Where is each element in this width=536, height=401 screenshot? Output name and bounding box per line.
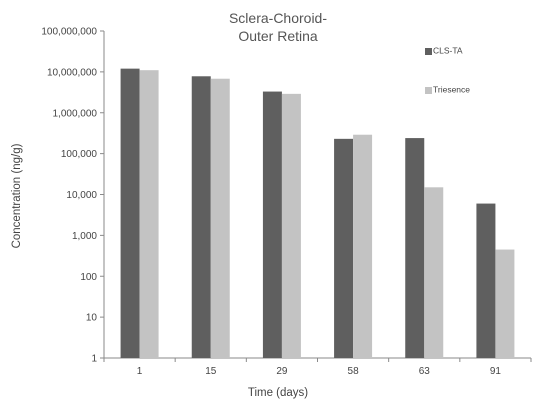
legend-swatch [425, 48, 432, 55]
bar-triesence-day-29 [281, 93, 301, 358]
bar-cls-ta-day-63 [405, 138, 425, 358]
x-tick-label: 15 [205, 366, 217, 377]
y-tick-label: 10,000,000 [47, 67, 97, 78]
bar-triesence-day-91 [495, 249, 515, 358]
bar-triesence-day-58 [353, 134, 373, 358]
y-tick-label: 1,000,000 [53, 108, 98, 119]
bar-triesence-day-63 [424, 187, 444, 358]
bar-group [120, 68, 515, 359]
chart-title-line-1: Sclera-Choroid- [229, 10, 327, 26]
x-tick-label: 1 [137, 366, 143, 377]
bar-cls-ta-day-1 [120, 68, 140, 359]
y-tick-label: 1,000 [72, 231, 97, 242]
legend-label: CLS-TA [433, 46, 463, 56]
y-tick-label: 10,000 [66, 190, 97, 201]
bar-cls-ta-day-58 [334, 138, 354, 358]
y-tick-label: 100 [80, 272, 97, 283]
chart-title-line-2: Outer Retina [238, 28, 318, 44]
legend-swatch [425, 87, 432, 94]
y-tick-label: 10 [86, 313, 98, 324]
legend: CLS-TA Triesence [425, 46, 470, 95]
x-axis: 1 15 29 58 63 91 [103, 357, 532, 377]
x-tick-label: 29 [276, 366, 288, 377]
bar-triesence-day-15 [210, 78, 230, 359]
chart-title: Sclera-Choroid- Outer Retina [229, 10, 327, 44]
bar-triesence-day-1 [139, 70, 159, 358]
bar-cls-ta-day-29 [262, 91, 282, 359]
y-axis: 1 10 100 1,000 10,000 100,000 1,000,000 10,000,… [41, 27, 105, 365]
bar-cls-ta-day-91 [476, 203, 496, 358]
x-tick-label: 58 [348, 366, 360, 377]
y-tick-label: 100,000 [61, 149, 98, 160]
legend-label: Triesence [433, 85, 470, 95]
x-tick-label: 91 [490, 366, 502, 377]
y-axis-title: Concentration (ng/g) [11, 143, 23, 248]
bar-cls-ta-day-15 [191, 76, 211, 358]
x-axis-title: Time (days) [248, 387, 308, 399]
y-tick-label: 1 [91, 354, 97, 365]
y-tick-label: 100,000,000 [41, 27, 97, 38]
x-tick-label: 63 [419, 366, 431, 377]
